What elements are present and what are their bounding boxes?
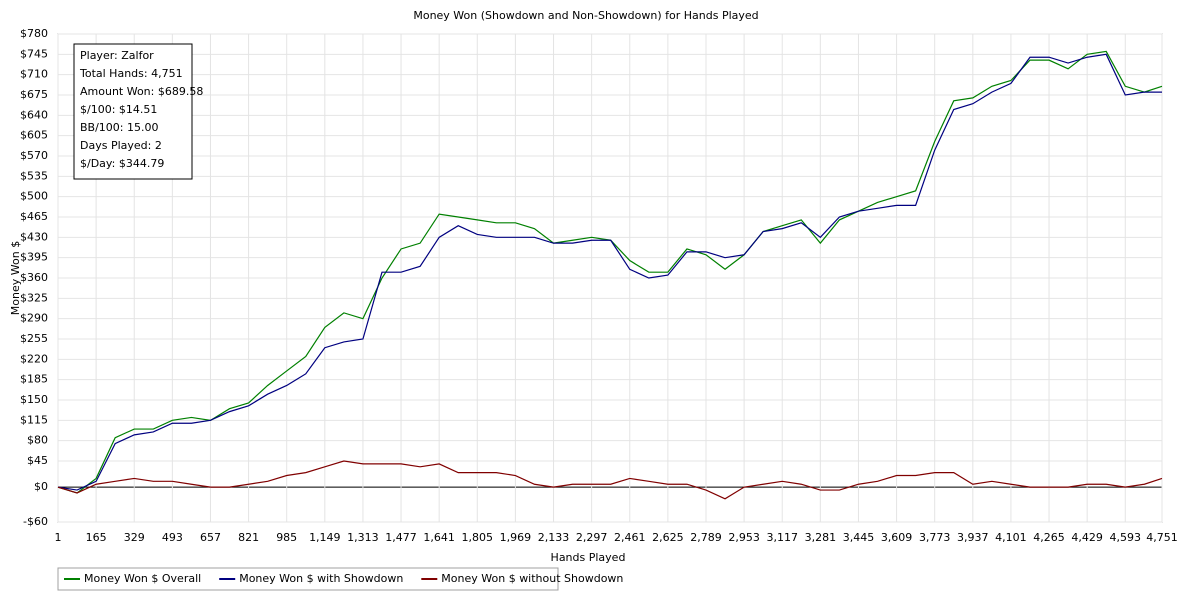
x-tick-label: 2,789 (690, 531, 722, 544)
y-tick-label: $465 (20, 210, 48, 223)
info-line: Player: Zalfor (80, 49, 154, 62)
x-tick-label: 2,953 (728, 531, 760, 544)
y-axis-label: Money Won $ (9, 241, 22, 315)
x-tick-label: 3,445 (843, 531, 875, 544)
x-tick-label: 3,281 (805, 531, 837, 544)
info-box-frame (73, 43, 193, 180)
info-line: Days Played: 2 (80, 139, 162, 152)
x-tick-label: 1 (55, 531, 62, 544)
x-tick-label: 1,805 (462, 531, 494, 544)
y-tick-label: $150 (20, 393, 48, 406)
y-tick-label: $430 (20, 230, 48, 243)
x-tick-label: 4,593 (1110, 531, 1142, 544)
y-tick-label: $325 (20, 291, 48, 304)
x-tick-label: 3,937 (957, 531, 989, 544)
x-tick-label: 3,773 (919, 531, 951, 544)
x-tick-label: 4,101 (995, 531, 1027, 544)
legend-label: Money Won $ with Showdown (239, 572, 403, 585)
series-line (57, 460, 1163, 500)
y-tick-label: $115 (20, 413, 48, 426)
x-tick-label: 4,751 (1146, 531, 1178, 544)
y-tick-label: $395 (20, 251, 48, 264)
y-tick-label: $675 (20, 88, 48, 101)
info-line: Amount Won: $689.58 (80, 85, 203, 98)
x-tick-label: 2,625 (652, 531, 684, 544)
x-tick-label: 4,265 (1033, 531, 1065, 544)
x-tick-label: 1,477 (385, 531, 417, 544)
y-tick-label: $220 (20, 352, 48, 365)
chart-title: Money Won (Showdown and Non-Showdown) fo… (413, 9, 758, 22)
y-tick-label: $570 (20, 149, 48, 162)
x-tick-label: 3,117 (766, 531, 798, 544)
x-tick-label: 2,461 (614, 531, 646, 544)
y-tick-label: $255 (20, 332, 48, 345)
y-tick-label: $185 (20, 373, 48, 386)
series-line (57, 53, 1162, 491)
x-tick-label: 2,133 (538, 531, 570, 544)
y-tick-label: $780 (20, 27, 48, 40)
y-tick-label: $710 (20, 68, 48, 81)
info-line: $/Day: $344.79 (80, 157, 164, 170)
info-line: Total Hands: 4,751 (79, 67, 183, 80)
x-tick-label: 1,969 (500, 531, 532, 544)
y-tick-label: $745 (20, 47, 48, 60)
y-tick-label: $640 (20, 108, 48, 121)
x-tick-label: 165 (86, 531, 107, 544)
x-tick-label: 329 (124, 531, 145, 544)
legend-label: Money Won $ Overall (84, 572, 201, 585)
y-tick-label: $535 (20, 169, 48, 182)
x-tick-label: 657 (200, 531, 221, 544)
y-tick-label: $0 (34, 480, 48, 493)
x-tick-label: 493 (162, 531, 183, 544)
legend-label: Money Won $ without Showdown (441, 572, 623, 585)
y-tick-label: $45 (27, 454, 48, 467)
y-tick-label: $80 (27, 434, 48, 447)
x-axis-label: Hands Played (551, 551, 626, 564)
info-line: BB/100: 15.00 (80, 121, 159, 134)
x-tick-label: 1,313 (347, 531, 379, 544)
legend: Money Won $ Overall Money Won $ with Show… (57, 567, 623, 591)
x-tick-label: 821 (238, 531, 259, 544)
x-tick-label: 985 (276, 531, 297, 544)
x-tick-label: 3,609 (881, 531, 913, 544)
y-tick-label: $500 (20, 190, 48, 203)
legend-frame (57, 567, 559, 591)
info-line: $/100: $14.51 (80, 103, 157, 116)
y-tick-label: -$60 (23, 515, 48, 528)
y-tick-label: $605 (20, 129, 48, 142)
y-tick-label: $290 (20, 312, 48, 325)
info-box: Player: Zalfor Total Hands: 4,751 Amount W… (73, 43, 203, 180)
x-tick-label: 1,149 (309, 531, 341, 544)
y-tick-label: $360 (20, 271, 48, 284)
x-tick-label: 4,429 (1071, 531, 1103, 544)
x-tick-label: 2,297 (576, 531, 608, 544)
x-tick-label: 1,641 (423, 531, 455, 544)
